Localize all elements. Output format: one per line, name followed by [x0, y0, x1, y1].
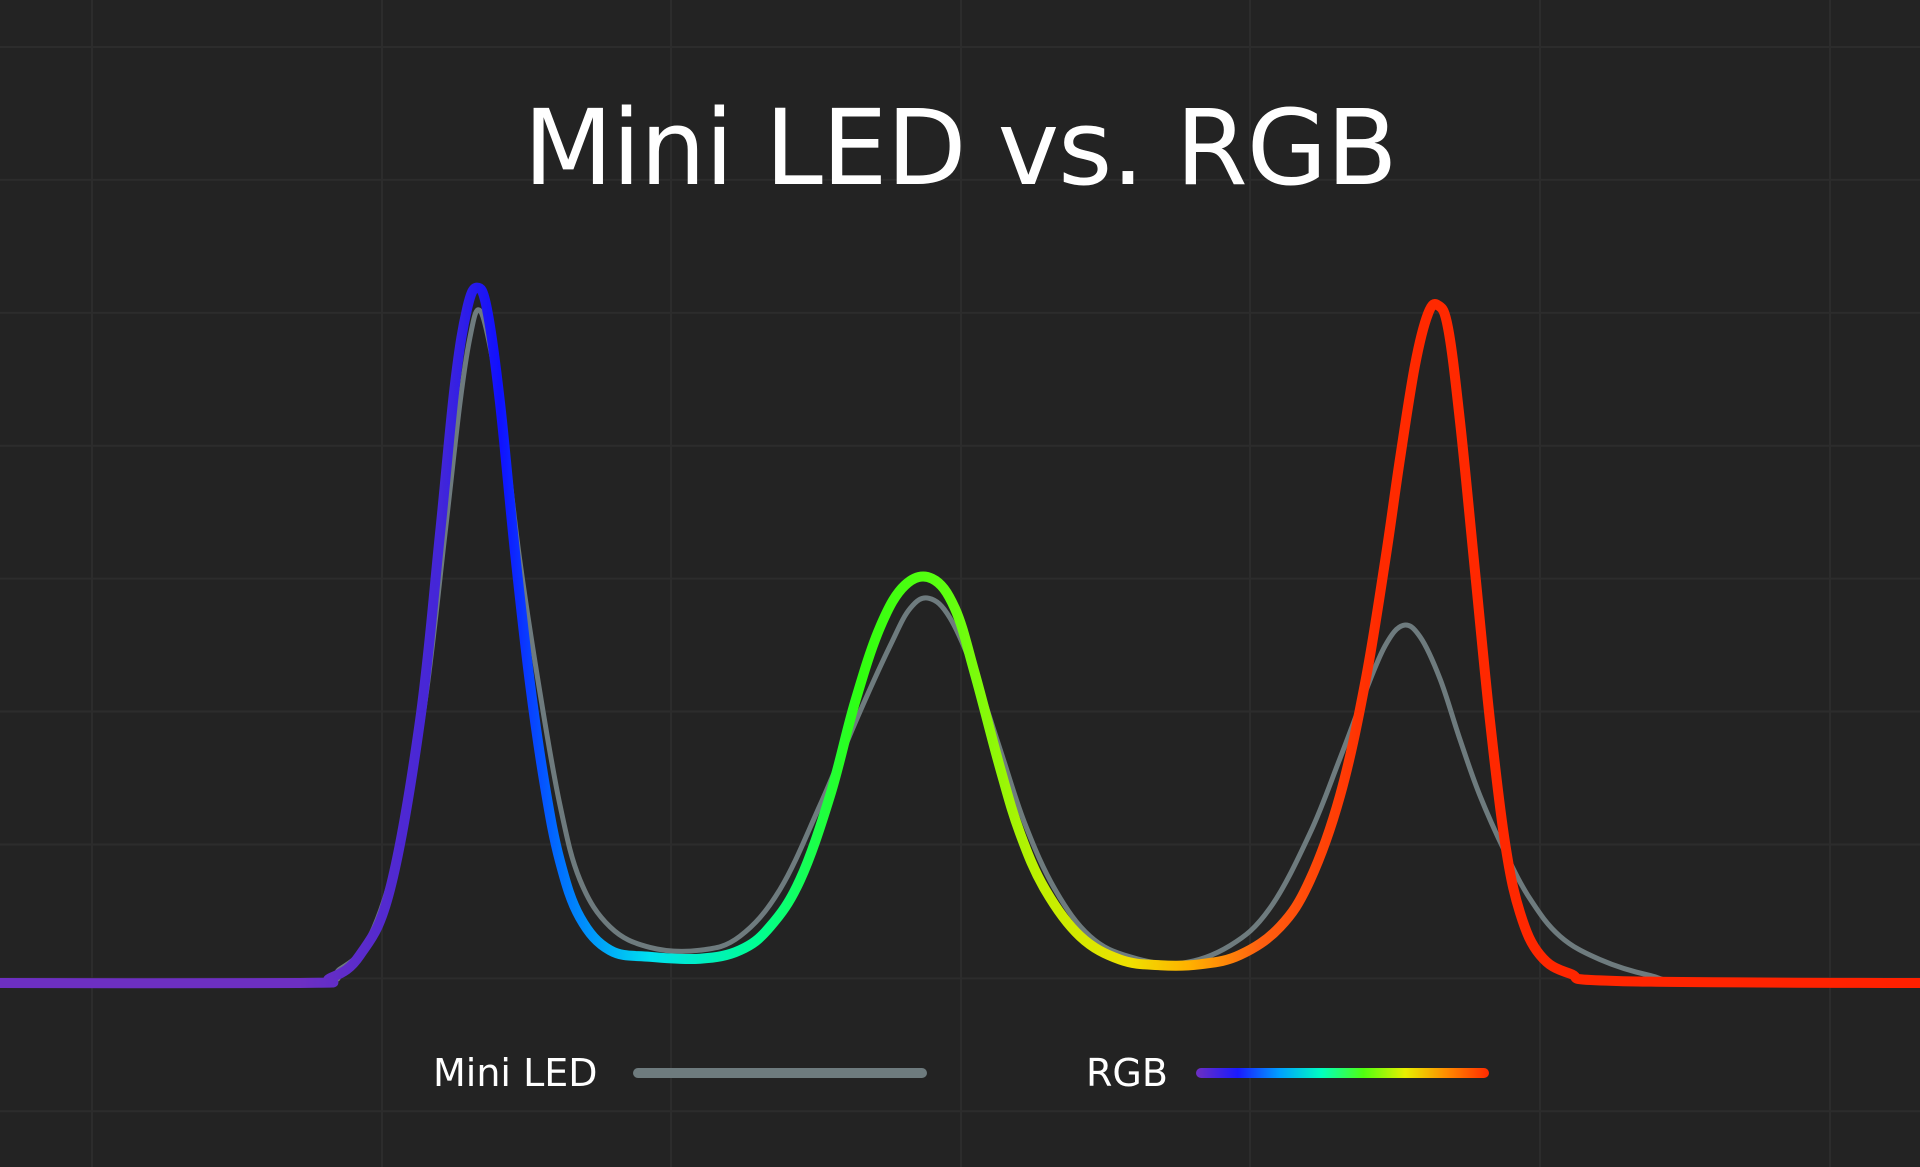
- legend-swatch-mini-led: [633, 1068, 927, 1078]
- legend-swatch-rgb: [1196, 1068, 1489, 1078]
- rgb-curve: [0, 282, 1920, 989]
- legend-label-rgb: RGB: [1086, 1051, 1168, 1095]
- legend-label-mini-led: Mini LED: [433, 1051, 598, 1095]
- mini-led-curve: [0, 307, 1920, 987]
- chart-title: Mini LED vs. RGB: [523, 87, 1397, 209]
